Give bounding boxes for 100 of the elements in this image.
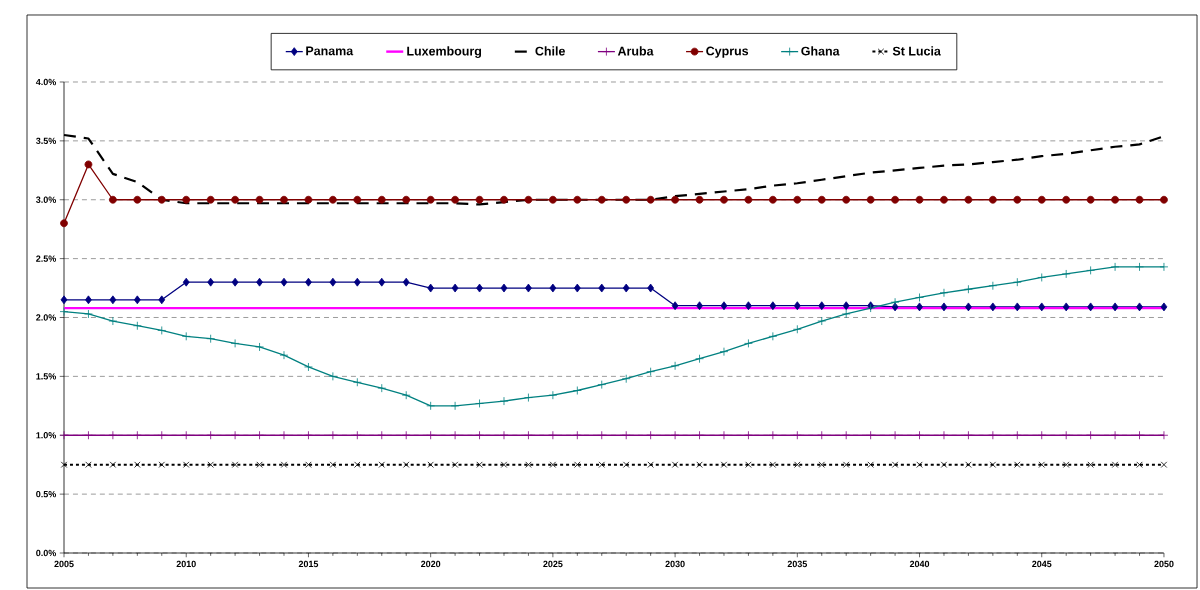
point xyxy=(426,401,436,411)
point xyxy=(231,195,239,204)
point xyxy=(1111,461,1119,468)
point xyxy=(305,461,312,468)
x-tick-label: 2025 xyxy=(543,560,563,568)
y-tick-label: 3.5% xyxy=(36,137,56,145)
legend-label: Panama xyxy=(306,46,354,56)
point xyxy=(230,339,240,348)
point xyxy=(207,277,215,287)
point xyxy=(525,283,532,293)
point xyxy=(427,283,435,293)
point xyxy=(792,324,802,334)
point xyxy=(574,461,581,468)
point xyxy=(867,461,874,468)
point xyxy=(1062,302,1070,312)
point xyxy=(891,461,899,468)
point xyxy=(744,430,753,440)
point xyxy=(841,309,851,319)
point xyxy=(598,461,605,468)
point xyxy=(476,461,483,468)
point xyxy=(206,430,216,440)
point xyxy=(1110,262,1120,272)
point xyxy=(622,461,630,468)
point xyxy=(206,334,216,344)
point xyxy=(475,399,484,408)
point xyxy=(988,195,997,204)
point xyxy=(133,295,141,305)
point xyxy=(646,367,656,377)
point xyxy=(256,461,263,468)
point xyxy=(1159,430,1169,440)
point xyxy=(475,430,484,440)
point xyxy=(109,195,117,204)
point xyxy=(548,195,557,204)
point xyxy=(256,277,263,287)
point xyxy=(670,430,680,440)
point xyxy=(621,374,631,384)
point xyxy=(1111,302,1119,312)
point xyxy=(1038,461,1045,468)
y-tick-label: 0.5% xyxy=(36,490,56,498)
legend-label: Cyprus xyxy=(706,46,749,58)
point xyxy=(817,195,826,204)
point xyxy=(304,195,313,204)
point xyxy=(817,430,827,440)
legend-label: Ghana xyxy=(801,46,840,56)
point xyxy=(622,195,631,204)
point xyxy=(671,461,679,468)
y-tick-label: 0.0% xyxy=(36,549,56,557)
point xyxy=(84,309,93,319)
x-tick-label: 2045 xyxy=(1032,560,1052,568)
point xyxy=(1013,195,1022,204)
point xyxy=(85,295,92,305)
point xyxy=(182,277,190,287)
point xyxy=(207,461,214,468)
point xyxy=(842,461,850,468)
point xyxy=(377,195,386,204)
point xyxy=(158,461,165,468)
point xyxy=(499,430,509,440)
point xyxy=(280,195,288,204)
point xyxy=(1086,266,1096,275)
point xyxy=(451,195,459,204)
point xyxy=(1160,461,1168,468)
point xyxy=(1087,461,1094,468)
point xyxy=(132,321,142,331)
point xyxy=(1037,273,1047,282)
point xyxy=(597,380,607,389)
point xyxy=(181,430,191,440)
x-tick-label: 2015 xyxy=(298,560,319,568)
point xyxy=(304,362,313,372)
point xyxy=(108,430,118,440)
point xyxy=(476,283,483,293)
point xyxy=(401,430,411,440)
point xyxy=(940,302,948,312)
point xyxy=(157,430,167,440)
point xyxy=(378,461,385,468)
point xyxy=(255,195,264,204)
point xyxy=(206,195,215,204)
point xyxy=(524,195,533,204)
point xyxy=(450,401,460,411)
point xyxy=(279,350,289,360)
point xyxy=(426,430,436,440)
point xyxy=(450,430,460,440)
point xyxy=(158,295,166,305)
point xyxy=(988,430,998,440)
point xyxy=(989,302,997,312)
point xyxy=(183,461,190,468)
point xyxy=(377,383,387,393)
point xyxy=(745,301,752,311)
point xyxy=(352,430,362,440)
point xyxy=(353,277,361,287)
point xyxy=(500,283,508,293)
point xyxy=(720,195,728,204)
x-tick-label: 2030 xyxy=(665,560,685,568)
legend-label: Luxembourg xyxy=(407,46,482,59)
point xyxy=(109,295,117,305)
point xyxy=(1135,195,1144,204)
point xyxy=(1061,269,1071,279)
point xyxy=(181,331,191,341)
point xyxy=(670,361,680,371)
y-tick-label: 1.5% xyxy=(36,373,56,380)
point xyxy=(720,301,728,311)
